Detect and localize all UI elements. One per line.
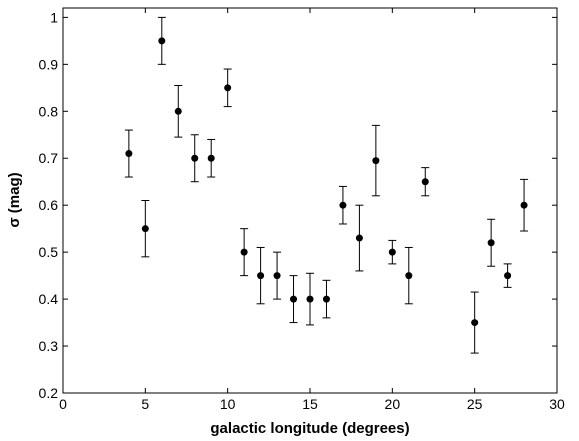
data-point bbox=[158, 37, 166, 45]
y-tick-label: 0.3 bbox=[39, 338, 59, 354]
data-points bbox=[125, 37, 528, 327]
data-point bbox=[355, 234, 363, 242]
data-point bbox=[290, 295, 298, 303]
data-point bbox=[504, 272, 512, 280]
y-axis-label: σ (mag) bbox=[6, 172, 23, 227]
data-point bbox=[240, 248, 248, 256]
x-tick-label: 30 bbox=[549, 396, 565, 412]
data-point bbox=[471, 319, 479, 327]
y-tick-label: 1 bbox=[50, 9, 58, 25]
data-point bbox=[141, 225, 149, 233]
x-tick-label: 10 bbox=[220, 396, 236, 412]
x-tick-label: 15 bbox=[302, 396, 318, 412]
plot-frame bbox=[62, 7, 558, 394]
data-point bbox=[174, 107, 182, 115]
y-tick-label: 0.2 bbox=[39, 385, 59, 401]
data-point bbox=[421, 178, 429, 186]
data-point bbox=[487, 239, 495, 247]
tick-labels: 0 5 10 15 20 25 30 0.2 0.3 0.4 0.5 0.6 0.7 0.8 0.9 1 bbox=[39, 9, 565, 412]
data-point bbox=[405, 272, 413, 280]
data-point bbox=[191, 154, 199, 162]
y-tick-label: 0.5 bbox=[39, 244, 59, 260]
x-tick-label: 20 bbox=[385, 396, 401, 412]
data-point bbox=[273, 272, 281, 280]
y-tick-label: 0.9 bbox=[39, 56, 59, 72]
data-point bbox=[372, 157, 380, 165]
data-point bbox=[257, 272, 265, 280]
data-point bbox=[306, 295, 314, 303]
y-tick-label: 0.4 bbox=[39, 291, 59, 307]
data-point bbox=[388, 248, 396, 256]
data-point bbox=[339, 201, 347, 209]
y-tick-label: 0.7 bbox=[39, 150, 59, 166]
y-tick-label: 0.6 bbox=[39, 197, 59, 213]
y-tick-label: 0.8 bbox=[39, 103, 59, 119]
x-tick-label: 25 bbox=[467, 396, 483, 412]
x-tick-label: 0 bbox=[59, 396, 67, 412]
data-point bbox=[322, 295, 330, 303]
data-point bbox=[520, 201, 528, 209]
data-point bbox=[207, 154, 215, 162]
data-point bbox=[125, 150, 133, 158]
x-tick-label: 5 bbox=[141, 396, 149, 412]
x-axis-label: galactic longitude (degrees) bbox=[210, 420, 409, 437]
data-point bbox=[224, 84, 232, 92]
